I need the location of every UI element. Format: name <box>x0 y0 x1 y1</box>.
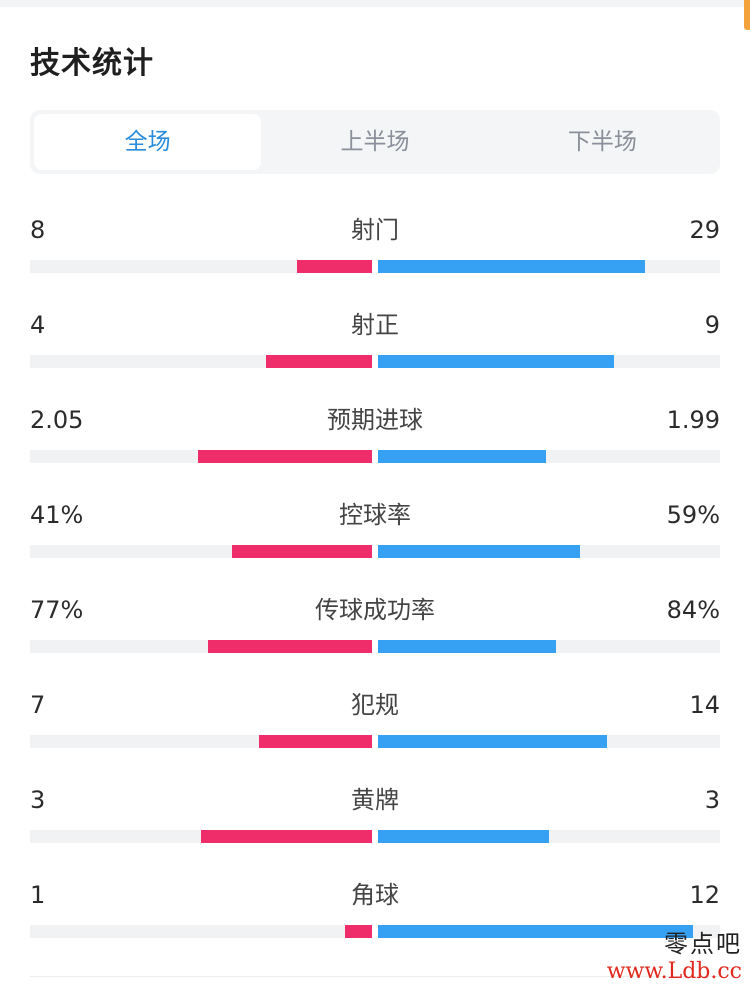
home-value: 3 <box>30 786 46 814</box>
home-bar-track <box>30 830 372 843</box>
stat-row: 7 犯规 14 <box>30 675 720 770</box>
section-title: 技术统计 <box>30 46 154 81</box>
away-bar <box>378 545 580 558</box>
away-bar-track <box>378 735 720 748</box>
tab-full-match[interactable]: 全场 <box>34 114 262 170</box>
home-bar-track <box>30 355 372 368</box>
tab-first-half[interactable]: 上半场 <box>340 129 410 155</box>
stat-row: 77% 传球成功率 84% <box>30 580 720 675</box>
away-bar <box>378 355 614 368</box>
watermark-text: 零点吧 <box>664 930 742 958</box>
away-bar <box>378 450 546 463</box>
away-value: 84% <box>666 596 720 624</box>
home-bar <box>207 640 372 653</box>
away-value: 14 <box>689 691 720 719</box>
home-bar-track <box>30 450 372 463</box>
stat-row: 3 黄牌 3 <box>30 770 720 865</box>
watermark: 零点吧 www.Ldb.cc <box>607 930 742 984</box>
home-bar <box>344 925 372 938</box>
watermark-url: www.Ldb.cc <box>606 959 742 984</box>
home-value: 1 <box>30 881 46 909</box>
away-bar-track <box>378 640 720 653</box>
stat-row: 2.05 预期进球 1.99 <box>30 390 720 485</box>
stat-label: 预期进球 <box>327 406 423 434</box>
stat-label: 犯规 <box>351 691 399 719</box>
stat-label: 射门 <box>351 216 399 244</box>
away-bar <box>378 830 549 843</box>
away-bar-track <box>378 450 720 463</box>
home-value: 41% <box>30 501 84 529</box>
home-bar-track <box>30 260 372 273</box>
away-bar <box>378 640 556 653</box>
away-value: 9 <box>704 311 720 339</box>
home-bar-track <box>30 545 372 558</box>
away-value: 3 <box>704 786 720 814</box>
away-bar <box>378 925 693 938</box>
away-value: 1.99 <box>666 406 720 434</box>
home-value: 7 <box>30 691 46 719</box>
stat-row: 41% 控球率 59% <box>30 485 720 580</box>
away-bar-track <box>378 830 720 843</box>
stat-label: 传球成功率 <box>315 596 435 624</box>
scroll-accent <box>744 0 750 30</box>
away-bar-track <box>378 355 720 368</box>
tab-second-half[interactable]: 下半场 <box>567 129 637 155</box>
away-value: 59% <box>666 501 720 529</box>
away-bar <box>378 735 608 748</box>
home-value: 8 <box>30 216 46 244</box>
home-value: 77% <box>30 596 84 624</box>
stats-list: 8 射门 29 4 射正 9 2.05 预期进球 1.99 41% 控球率 59… <box>30 200 720 960</box>
home-value: 2.05 <box>30 406 84 434</box>
away-bar-track <box>378 260 720 273</box>
stat-label: 黄牌 <box>351 786 399 814</box>
home-bar <box>201 830 372 843</box>
home-bar-track <box>30 640 372 653</box>
stat-label: 射正 <box>351 311 399 339</box>
home-bar <box>265 355 372 368</box>
away-value: 29 <box>689 216 720 244</box>
stat-row: 1 角球 12 <box>30 865 720 960</box>
stat-row: 4 射正 9 <box>30 295 720 390</box>
home-bar <box>231 545 372 558</box>
away-bar <box>378 260 645 273</box>
top-edge <box>0 0 750 7</box>
bottom-divider <box>30 976 720 977</box>
stat-label: 控球率 <box>339 501 411 529</box>
away-bar-track <box>378 545 720 558</box>
home-bar <box>259 735 372 748</box>
home-bar-track <box>30 925 372 938</box>
stat-row: 8 射门 29 <box>30 200 720 295</box>
home-bar <box>296 260 372 273</box>
home-bar <box>197 450 372 463</box>
home-bar-track <box>30 735 372 748</box>
period-tabs: 全场 上半场 下半场 <box>30 110 720 174</box>
home-value: 4 <box>30 311 46 339</box>
away-bar-track <box>378 925 720 938</box>
away-value: 12 <box>689 881 720 909</box>
stat-label: 角球 <box>351 881 399 909</box>
